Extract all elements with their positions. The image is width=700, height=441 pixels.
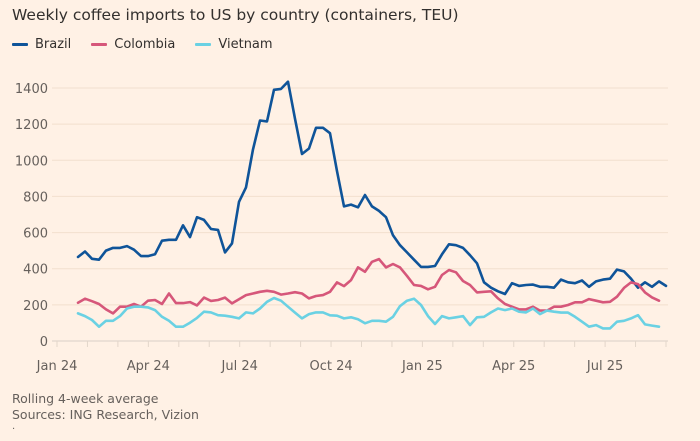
legend-swatch-colombia — [91, 43, 108, 46]
x-tick-label: Apr 24 — [127, 359, 170, 374]
y-tick-label: 800 — [23, 190, 48, 205]
y-tick-label: 200 — [23, 299, 48, 314]
x-tick-label: Jul 24 — [221, 359, 258, 374]
y-tick-label: 0 — [40, 335, 48, 350]
legend-swatch-vietnam — [195, 43, 212, 46]
note-sources: Sources: ING Research, Vizion — [12, 407, 199, 422]
series-line-brazil — [76, 80, 668, 296]
y-tick-label: 600 — [23, 227, 48, 242]
x-tick-label: Jan 24 — [36, 359, 78, 374]
legend-item-vietnam: Vietnam — [195, 37, 273, 52]
legend-label-vietnam: Vietnam — [218, 37, 273, 52]
x-tick-label: Jan 25 — [401, 359, 443, 374]
x-tick-label: Apr 25 — [492, 359, 535, 374]
note-dot: . — [12, 421, 16, 432]
chart-title: Weekly coffee imports to US by country (… — [12, 6, 459, 24]
legend-item-brazil: Brazil — [12, 37, 71, 52]
y-tick-label: 1200 — [15, 118, 48, 133]
legend-swatch-brazil — [12, 43, 28, 46]
legend-label-colombia: Colombia — [114, 37, 176, 52]
x-tick-label: Jul 25 — [586, 359, 623, 374]
series-line-colombia — [76, 257, 661, 315]
y-tick-label: 1000 — [15, 154, 48, 169]
x-tick-label: Oct 24 — [309, 359, 352, 374]
legend-item-colombia: Colombia — [91, 37, 175, 52]
legend: Brazil Colombia Vietnam — [12, 37, 273, 52]
legend-label-brazil: Brazil — [35, 37, 72, 52]
series-line-vietnam — [76, 296, 661, 330]
y-tick-label: 1400 — [15, 82, 48, 97]
chart-notes: Rolling 4-week average Sources: ING Rese… — [12, 391, 199, 432]
y-tick-label: 400 — [23, 263, 48, 278]
note-rolling-average: Rolling 4-week average — [12, 391, 159, 406]
